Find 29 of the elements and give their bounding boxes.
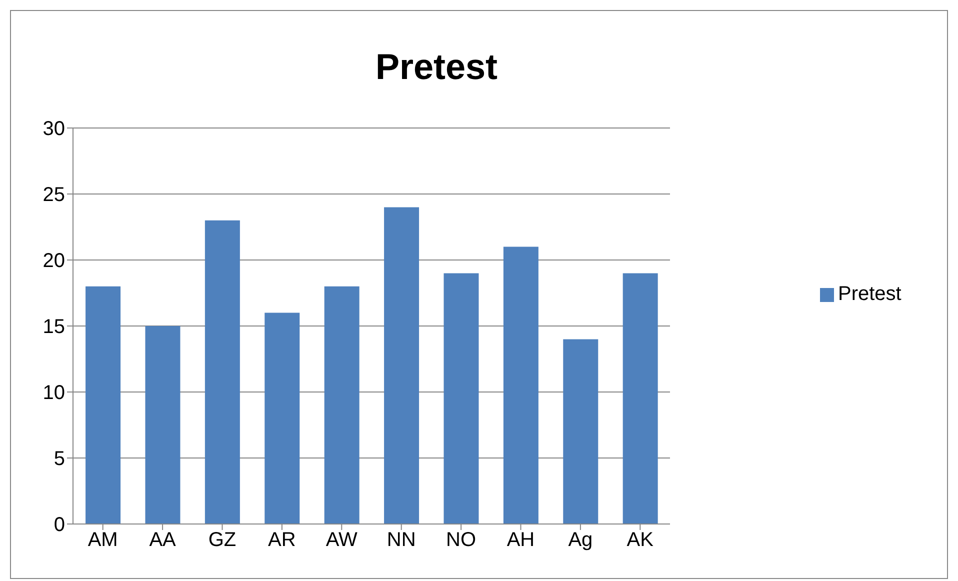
x-tick-label: AA	[149, 529, 177, 552]
x-tick-label: AW	[326, 529, 358, 552]
x-tick-label: AH	[506, 529, 535, 552]
x-tick-label: AR	[268, 529, 296, 552]
bar	[145, 326, 180, 524]
y-tick-label: 10	[42, 382, 65, 404]
y-tick-label: 20	[42, 250, 65, 272]
y-tick-label: 0	[54, 514, 65, 536]
bar	[384, 207, 420, 524]
bar	[622, 273, 658, 524]
legend-label: Pretest	[838, 283, 902, 305]
x-tick-label: AM	[88, 529, 118, 552]
bar	[264, 312, 300, 524]
bar	[324, 286, 360, 524]
chart-title: Pretest	[374, 46, 499, 88]
x-tick-label: Ag	[568, 529, 593, 552]
x-tick-label: AK	[626, 529, 654, 552]
y-tick-label: 5	[54, 448, 65, 470]
x-tick-label: NN	[386, 529, 416, 552]
y-tick-label: 30	[42, 118, 65, 140]
bar	[503, 246, 538, 524]
y-tick-label: 15	[42, 316, 65, 338]
x-tick-label: GZ	[208, 529, 236, 552]
bar	[204, 220, 240, 524]
bar	[444, 273, 479, 524]
x-tick-label: NO	[446, 529, 476, 552]
y-tick-label: 25	[42, 184, 65, 206]
bar	[563, 339, 598, 524]
bar	[86, 286, 121, 524]
